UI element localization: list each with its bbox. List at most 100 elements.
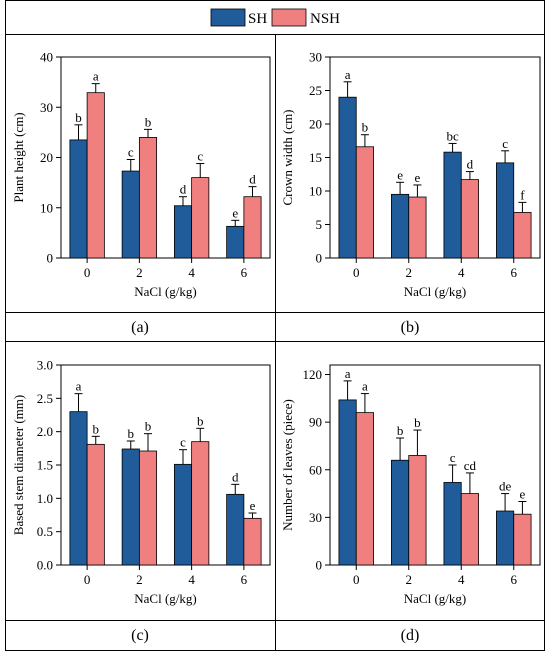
significance-letter-sh-a: b [75,110,82,125]
x-axis-label-b: NaCl (g/kg) [404,284,466,299]
x-axis-label-d: NaCl (g/kg) [404,591,466,606]
bar-nsh-b [513,212,532,259]
legend-label-sh: SH [248,11,267,27]
significance-letter-sh-d: c [450,450,456,465]
bar-nsh-b [460,179,479,259]
bar-sh-a [226,225,245,259]
legend: SH NSH [210,8,340,27]
x-tick-label-d: 6 [511,572,518,587]
x-tick-label-b: 2 [406,265,413,280]
significance-letter-sh-d: de [499,479,512,494]
x-tick-label-d: 4 [458,572,465,587]
y-tick-label-a: 0 [47,251,54,266]
y-axis-label-c: Based stem diameter (mm) [11,395,26,535]
x-tick-label-b: 6 [511,265,518,280]
significance-letter-nsh-b: e [415,170,421,185]
significance-letter-nsh-d: e [520,487,526,502]
significance-letter-nsh-a: b [145,114,152,129]
bar-sh-c [226,493,245,566]
y-tick-label-a: 40 [40,50,53,65]
bar-nsh-d [513,513,532,566]
y-tick-label-c: 1.5 [37,458,53,473]
x-tick-label-c: 0 [84,572,91,587]
panel-caption-c: (c) [131,627,149,644]
bar-nsh-a [138,136,158,259]
bar-nsh-c [191,441,210,566]
bar-nsh-d [460,493,479,566]
bar-sh-d [338,399,357,566]
bar-sh-c [121,448,140,566]
significance-letter-sh-a: e [232,205,238,220]
significance-letter-sh-c: b [128,426,135,441]
bar-nsh-a [191,177,210,259]
significance-letter-sh-b: a [345,67,351,82]
legend-swatch-nsh [271,8,307,27]
legend-label-nsh: NSH [310,11,340,27]
panel-caption-b: (b) [401,319,420,336]
significance-letter-sh-d: b [397,423,404,438]
y-tick-label-d: 0 [316,558,323,573]
bar-nsh-b [408,196,427,259]
plot-frame-d [329,364,541,566]
y-tick-label-d: 90 [309,415,322,430]
bar-nsh-c [86,443,105,566]
panel-caption-a: (a) [131,319,149,336]
significance-letter-sh-a: d [180,182,187,197]
significance-letter-sh-d: a [345,366,351,381]
x-tick-label-d: 0 [353,572,360,587]
y-tick-label-b: 5 [316,217,323,232]
y-tick-label-c: 3.0 [37,358,53,373]
bar-sh-a [69,139,88,259]
y-axis-label-a: Plant height (cm) [11,112,26,202]
significance-letter-nsh-b: b [362,120,369,135]
bar-sh-a [121,170,140,259]
significance-letter-sh-c: c [180,435,186,450]
bar-nsh-b [355,146,374,259]
significance-letter-nsh-c: b [92,421,99,436]
significance-letter-nsh-c: b [145,419,152,434]
bar-sh-d [391,459,410,566]
significance-letter-nsh-c: b [197,413,204,428]
bar-sh-b [391,193,410,259]
chart-panel-b: 0 5 10 15 20 25 30 Crown width (cm) 0 a b 2 e e 4 bcd 6 c… [280,50,541,299]
y-tick-label-d: 60 [309,462,322,477]
legend-swatch-sh [210,8,246,27]
significance-letter-nsh-d: a [362,379,368,394]
figure-frame [5,0,545,651]
y-tick-label-d: 30 [309,510,322,525]
bar-sh-a [173,205,193,259]
y-tick-label-c: 1.0 [37,491,53,506]
y-tick-label-c: 2.0 [37,424,53,439]
x-tick-label-b: 4 [458,265,465,280]
significance-letter-nsh-c: e [250,498,256,513]
y-tick-label-a: 30 [40,100,53,115]
bar-sh-b [338,96,357,259]
significance-letter-sh-a: c [128,145,134,160]
bar-sh-c [69,411,88,566]
x-tick-label-a: 6 [241,265,248,280]
x-tick-label-a: 0 [84,265,91,280]
chart-panel-a: 0 10 20 30 40 Plant height (cm) 0 b a 2 c b 4 d c 6 e d Na… [11,50,271,299]
bar-nsh-c [138,450,158,566]
significance-letter-sh-c: a [76,379,82,394]
y-axis-label-b: Crown width (cm) [280,109,295,205]
significance-letter-sh-b: c [502,136,508,151]
y-tick-label-a: 20 [40,150,53,165]
bar-nsh-a [86,92,105,259]
x-axis-label-a: NaCl (g/kg) [134,284,196,299]
significance-letter-sh-c: d [232,469,239,484]
significance-letter-nsh-a: c [197,149,203,164]
bar-nsh-c [243,517,262,566]
y-tick-label-a: 10 [40,200,53,215]
bar-sh-c [173,463,193,566]
significance-letter-nsh-d: cd [464,458,477,473]
y-tick-label-b: 0 [316,251,323,266]
significance-letter-nsh-b: f [520,187,525,202]
significance-letter-nsh-a: a [93,69,99,84]
bar-nsh-d [408,455,427,566]
chart-panel-d: 0 30 60 90 120 Number of leaves (piece) 0 aa 2 bb… [280,364,541,606]
y-tick-label-b: 15 [309,150,322,165]
bar-sh-d [496,510,515,566]
y-tick-label-d: 120 [303,367,323,382]
bar-nsh-d [355,412,374,566]
